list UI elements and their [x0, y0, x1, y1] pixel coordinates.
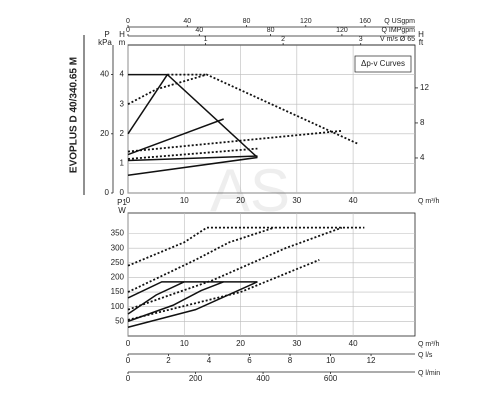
- plot-frame: [127, 212, 416, 337]
- y-axis-title: H: [119, 30, 125, 39]
- curve: [127, 281, 224, 323]
- y-tick-label: 4: [120, 70, 125, 79]
- y-tick-label: 100: [111, 302, 125, 311]
- x-tick-label: 40: [349, 339, 358, 348]
- left-axis-unit: kPa: [98, 38, 112, 47]
- y-tick-label: 250: [111, 258, 125, 267]
- bottom-tick-label: 4: [207, 356, 212, 365]
- y-axis-unit: W: [118, 206, 126, 215]
- bottom-tick-label: 0: [126, 356, 131, 365]
- y-axis-title: P1: [117, 198, 127, 207]
- y-tick-label: 1: [120, 159, 125, 168]
- bottom-axis-title: Q l/min: [418, 370, 440, 377]
- curve: [127, 73, 360, 145]
- top-tick-label: 40: [183, 18, 191, 25]
- left-tick-label: 20: [100, 129, 109, 138]
- left-tick-label: 40: [100, 70, 109, 79]
- bottom-tick-label: 6: [247, 356, 252, 365]
- x-tick-label: 20: [236, 339, 245, 348]
- x-tick-label: 0: [126, 339, 131, 348]
- top-tick-label: 2: [281, 36, 285, 43]
- top-axis-title: Q USgpm: [384, 18, 415, 25]
- watermark: AS: [210, 157, 290, 224]
- x-tick-label: 20: [236, 196, 245, 205]
- right-axis-unit: ft: [419, 38, 424, 47]
- bottom-tick-label: 10: [326, 356, 335, 365]
- bottom-tick-label: 200: [189, 374, 203, 383]
- top-tick-label: 0: [126, 18, 130, 25]
- left-axis-title: P: [104, 30, 109, 39]
- top-tick-label: 80: [267, 27, 275, 34]
- bottom-tick-label: 12: [367, 356, 376, 365]
- right-axis-title: H: [418, 30, 424, 39]
- curve: [127, 118, 224, 156]
- curve: [127, 281, 185, 315]
- annotation-box: [354, 55, 412, 73]
- x-axis-title: Q m³/h: [418, 341, 439, 348]
- curve: [127, 281, 258, 328]
- left-tick-label: 0: [105, 188, 110, 197]
- curve: [127, 156, 258, 176]
- top-tick-label: 120: [300, 18, 312, 25]
- y-tick-label: 0: [120, 188, 125, 197]
- y-tick-label: 50: [115, 316, 124, 325]
- x-tick-label: 30: [292, 196, 301, 205]
- top-axis-title: V m/s Ø 65: [380, 36, 415, 43]
- curve: [127, 281, 258, 299]
- curve: [127, 74, 169, 135]
- top-tick-label: 40: [195, 27, 203, 34]
- y-tick-label: 150: [111, 287, 125, 296]
- top-tick-label: 1: [204, 36, 208, 43]
- product-label: EVOPLUS D 40/340.65 M: [69, 57, 80, 173]
- y-tick-label: 3: [120, 99, 125, 108]
- top-tick-label: 160: [359, 18, 371, 25]
- y-tick-label: 2: [120, 129, 125, 138]
- curve: [127, 259, 320, 321]
- bottom-tick-label: 400: [256, 374, 270, 383]
- curve: [127, 226, 275, 293]
- curve: [127, 226, 343, 311]
- top-axis-title: Q IMPgpm: [382, 27, 416, 34]
- bottom-tick-label: 2: [166, 356, 171, 365]
- x-axis-title: Q m³/h: [418, 198, 439, 205]
- annotation: Δp-v Curves: [361, 59, 405, 68]
- curve: [127, 155, 258, 162]
- x-tick-label: 10: [180, 339, 189, 348]
- right-tick-label: 4: [420, 153, 425, 162]
- bottom-tick-label: 8: [288, 356, 293, 365]
- top-tick-label: 0: [126, 27, 130, 34]
- x-tick-label: 10: [180, 196, 189, 205]
- bottom-axis-title: Q l/s: [418, 352, 433, 359]
- top-tick-label: 80: [243, 18, 251, 25]
- y-tick-label: 350: [111, 229, 125, 238]
- bottom-tick-label: 600: [324, 374, 338, 383]
- top-tick-label: 3: [359, 36, 363, 43]
- curve: [127, 147, 258, 160]
- x-tick-label: 0: [126, 196, 131, 205]
- bottom-tick-label: 0: [126, 374, 131, 383]
- right-tick-label: 8: [420, 118, 425, 127]
- y-tick-label: 300: [111, 243, 125, 252]
- top-tick-label: 120: [336, 27, 348, 34]
- y-axis-unit: m: [119, 38, 126, 47]
- right-tick-label: 12: [420, 83, 429, 92]
- x-tick-label: 30: [292, 339, 301, 348]
- x-tick-label: 40: [349, 196, 358, 205]
- y-tick-label: 200: [111, 273, 125, 282]
